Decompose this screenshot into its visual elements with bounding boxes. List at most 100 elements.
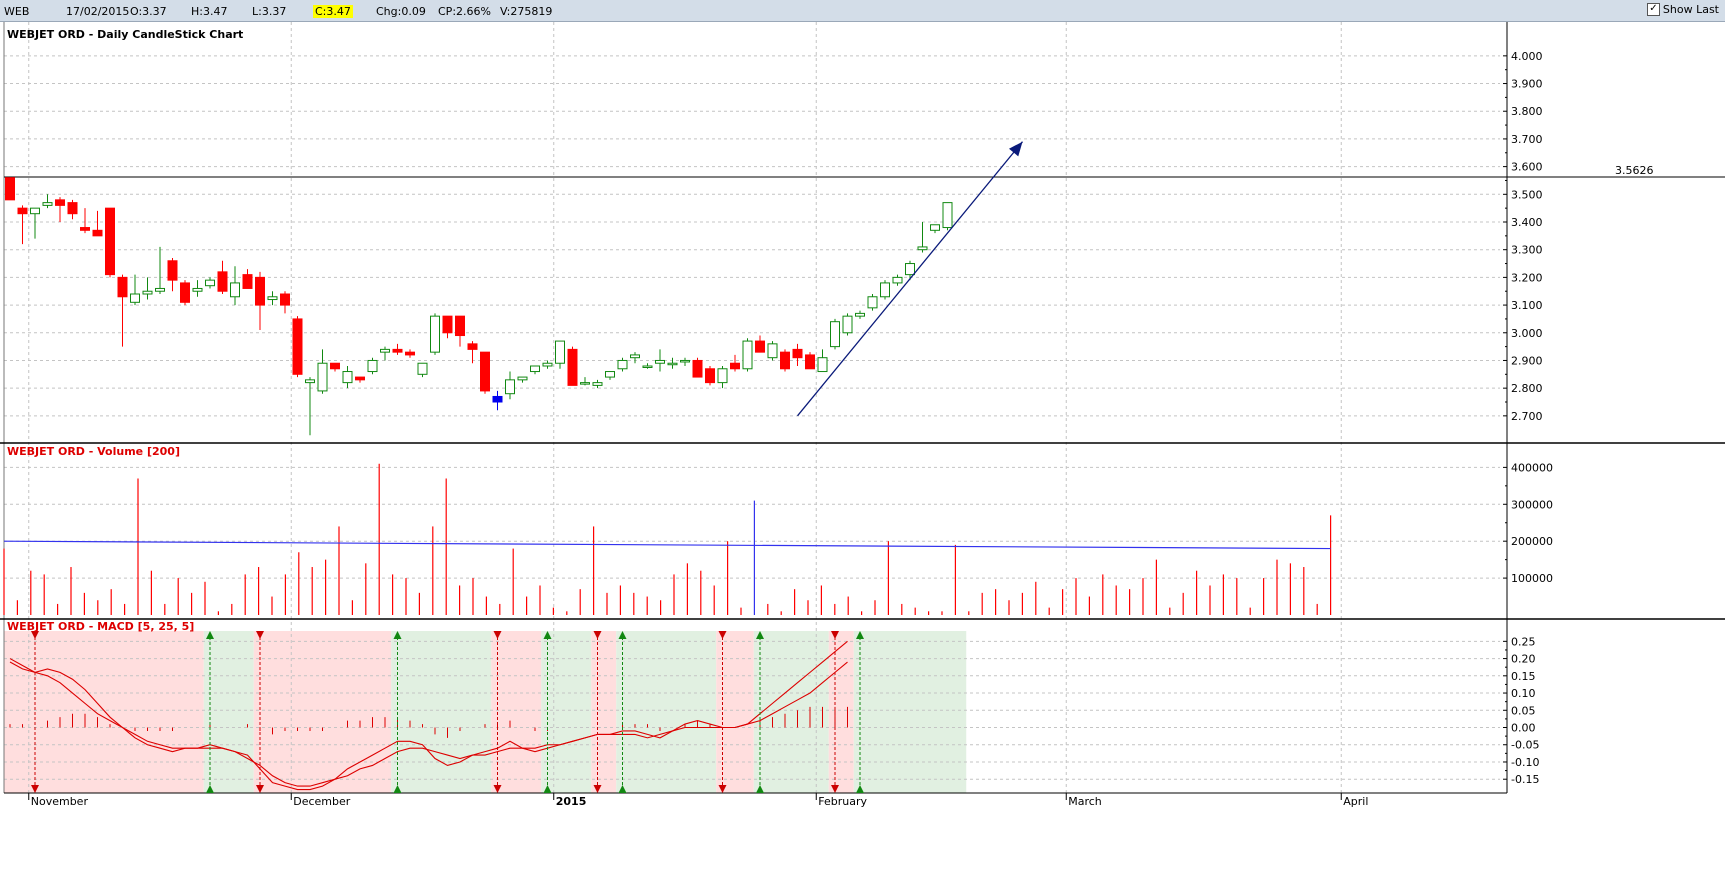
candle-body-down: [692, 359, 703, 378]
macd-zone-bear: [253, 631, 392, 793]
quote-open: O:3.37: [130, 5, 167, 18]
show-last-checkbox[interactable]: ✓: [1646, 3, 1660, 16]
quote-low: L:3.37: [252, 5, 287, 18]
price-y-tick-label: 3.300: [1511, 244, 1543, 257]
candle-body-up: [205, 279, 215, 287]
candle-body-down: [92, 229, 103, 237]
candle-body-down: [167, 260, 178, 281]
candle-body-down: [105, 207, 115, 276]
candle-body-up: [542, 362, 553, 367]
candle-body-up: [267, 296, 278, 301]
buy-arrow-icon: [393, 631, 402, 639]
show-last-toggle[interactable]: ✓ Show Last: [1646, 3, 1719, 16]
price-y-tick-label: 3.700: [1511, 133, 1543, 146]
candle-body-down: [67, 202, 78, 215]
candle-body-up: [605, 371, 615, 378]
candle-body-up: [892, 276, 903, 284]
candle-body-down: [492, 395, 503, 403]
candle-body-up: [905, 263, 915, 276]
axis-labels: November December 2015 February March April 2.…: [31, 50, 1654, 808]
candle-body-up: [505, 379, 515, 395]
candle-body-down: [292, 318, 303, 375]
macd-zone-bull: [541, 631, 592, 793]
volume-y-tick-label: 300000: [1511, 498, 1553, 511]
price-y-tick-label: 3.900: [1511, 78, 1543, 91]
candle-body-down: [330, 362, 340, 370]
candle-body-up: [680, 359, 690, 363]
buy-arrow-icon: [393, 785, 402, 793]
volume-average-line: [3, 540, 1331, 550]
symbol: WEB: [4, 5, 30, 18]
sell-arrow-icon: [593, 785, 602, 793]
quote-bar: WEB 17/02/2015 O:3.37 H:3.47 L:3.37 C:3.…: [0, 0, 1725, 22]
candle-body-down: [280, 293, 290, 306]
candle-body-up: [767, 343, 778, 359]
macd-zone-bear: [716, 631, 754, 793]
candle-body-down: [355, 376, 365, 381]
quote-volume: V:275819: [500, 5, 553, 18]
price-y-tick-label: 2.900: [1511, 354, 1543, 367]
macd-y-tick-label: 0.20: [1511, 653, 1536, 666]
x-tick-label: February: [818, 795, 867, 808]
buy-arrow-icon: [543, 785, 552, 793]
candle-body-up: [880, 282, 890, 298]
quote-high: H:3.47: [191, 5, 228, 18]
sell-arrow-icon: [493, 631, 502, 639]
macd-zone-bull: [203, 631, 254, 793]
buy-arrow-icon: [756, 631, 764, 639]
price-y-tick-label: 3.400: [1511, 216, 1543, 229]
sell-arrow-icon: [256, 785, 264, 793]
candle-body-down: [792, 348, 803, 359]
price-y-tick-label: 2.700: [1511, 410, 1543, 423]
candle-body-up: [930, 224, 940, 231]
macd-zone-bear: [828, 631, 854, 793]
candle-body-up: [192, 287, 203, 292]
candle-body-up: [867, 296, 878, 309]
chart-area[interactable]: November December 2015 February March April 2.…: [0, 22, 1725, 887]
candle-body-down: [755, 340, 765, 353]
macd-y-tick-label: 0.15: [1511, 670, 1536, 683]
candle-body-up: [817, 357, 828, 373]
macd-chart-title: WEBJET ORD - MACD [5, 25, 5]: [7, 620, 194, 633]
macd-signal-line: [9, 661, 848, 787]
x-tick-label: April: [1343, 795, 1368, 808]
candle-body-down: [117, 276, 128, 298]
show-last-label: Show Last: [1662, 3, 1719, 16]
sell-arrow-icon: [831, 631, 839, 639]
candle-body-down: [392, 348, 403, 353]
trend-arrow-line: [796, 141, 1024, 417]
candle-body-down: [405, 351, 415, 356]
panel-frames: [0, 22, 1725, 794]
candle-body-down: [255, 276, 265, 306]
sell-arrow-icon: [256, 631, 264, 639]
candle-body-down: [480, 351, 490, 392]
grid-lines: [4, 22, 1507, 800]
candle-body-up: [917, 246, 928, 251]
sell-arrow-icon: [831, 785, 839, 793]
buy-arrow-icon: [856, 631, 864, 639]
sell-arrow-icon: [493, 785, 502, 793]
candle-body-up: [30, 207, 40, 215]
candle-body-up: [717, 368, 728, 384]
price-y-tick-label: 3.500: [1511, 188, 1543, 201]
candle-body-up: [317, 362, 328, 392]
candle-body-down: [5, 177, 15, 201]
candle-body-down: [55, 199, 65, 206]
candle-body-up: [942, 202, 953, 229]
quote-change-pct: CP:2.66%: [438, 5, 491, 18]
candle-body-up: [742, 340, 753, 370]
candle-body-down: [217, 271, 228, 292]
candle-body-down: [780, 351, 790, 370]
candle-body-up: [380, 348, 390, 353]
resistance-label: 3.5626: [1615, 164, 1654, 177]
volume-y-tick-label: 100000: [1511, 572, 1553, 585]
candle-body-up: [642, 365, 653, 368]
candle-body-up: [130, 293, 140, 303]
sell-arrow-icon: [718, 631, 727, 639]
candle-body-down: [467, 343, 478, 350]
macd-y-tick-label: -0.05: [1511, 739, 1539, 752]
candle-body-down: [80, 227, 90, 231]
quote-change: Chg:0.09: [376, 5, 426, 18]
sell-arrow-icon: [718, 785, 727, 793]
buy-arrow-icon: [856, 785, 864, 793]
